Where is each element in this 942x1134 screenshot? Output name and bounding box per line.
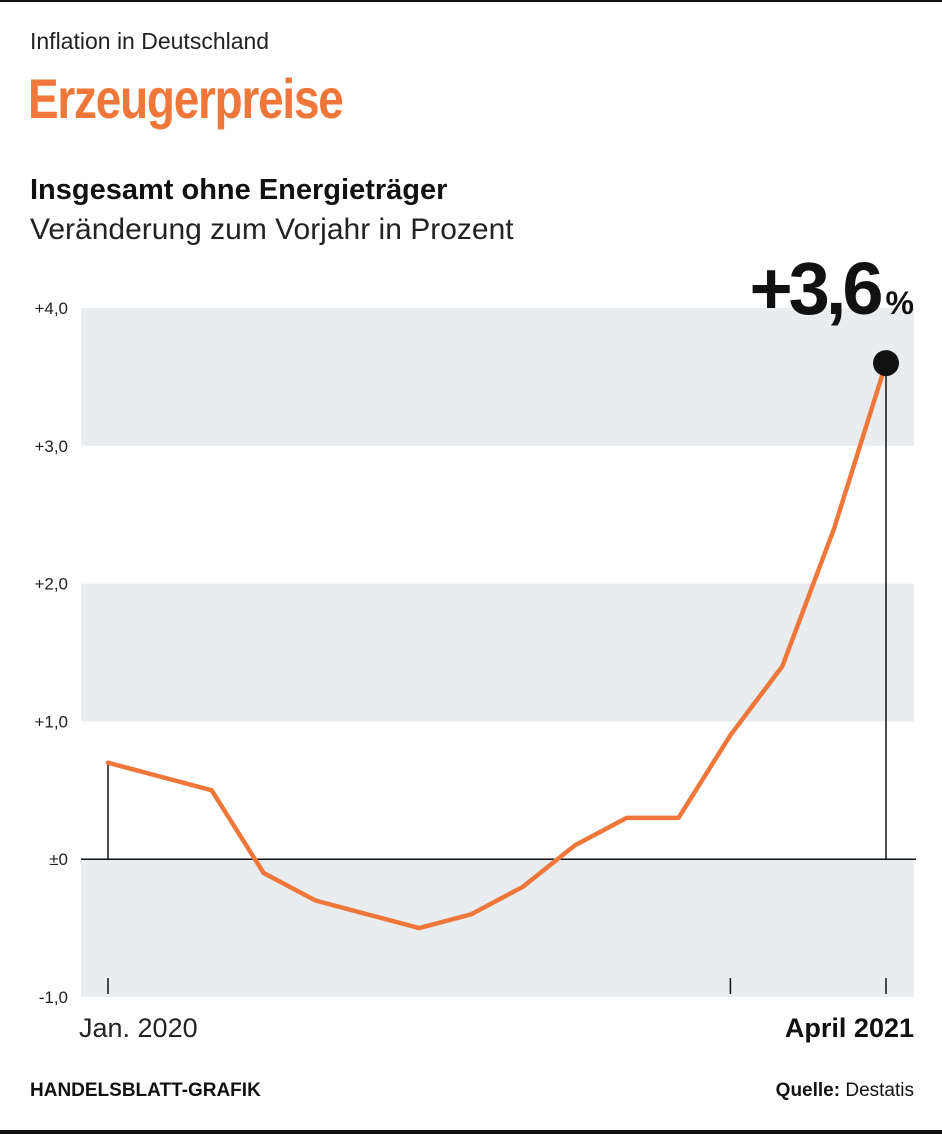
chart-unit-label: Veränderung zum Vorjahr in Prozent [30,213,514,246]
chart-subtitle: Insgesamt ohne Energieträger [30,174,448,206]
series-line [105,360,889,931]
chart-title: Erzeugerpreise [28,67,344,130]
source-note: Quelle: Destatis [776,1080,914,1102]
grid-band-1 [81,583,914,722]
end-point-marker [873,350,899,377]
data-point [832,526,837,531]
y-tick-label: -1,0 [39,988,68,1007]
end-value-callout: +3,6% [749,247,914,330]
source-name: Destatis [845,1080,914,1101]
source-label: Quelle: [775,1080,841,1101]
data-point [106,760,110,765]
data-point [624,815,629,820]
data-point [157,774,162,779]
y-tick-label: +2,0 [34,575,68,594]
data-point [728,733,733,738]
y-tick-label: +3,0 [34,437,68,456]
chart-series [105,350,899,931]
data-point [365,912,370,917]
chart-axes [81,363,916,994]
data-point [469,912,474,917]
chart-kicker: Inflation in Deutschland [30,28,270,54]
data-point [676,815,681,820]
data-point [780,664,785,669]
callout-value: +3,6 [749,247,881,330]
x-label-end: April 2021 [785,1013,914,1043]
chart-bands [81,308,914,997]
data-point [209,788,214,793]
y-tick-label: +4,0 [34,299,68,318]
y-tick-label: ±0 [49,850,68,869]
data-point [572,843,577,848]
grid-band-0 [81,308,914,446]
data-point [313,898,318,903]
callout-unit: % [886,285,914,321]
graphic-credit: HANDELSBLATT-GRAFIK [30,1080,261,1101]
chart-labels: +4,0 +3,0 +2,0 +1,0 ±0 -1,0 Jan. 2020 April 202… [34,299,914,1043]
top-rule [0,0,942,2]
data-point [261,870,266,875]
x-label-start: Jan. 2020 [79,1013,198,1043]
y-tick-label: +1,0 [34,712,68,731]
data-point [520,884,525,889]
data-point [417,926,422,931]
grid-band-2 [81,859,914,997]
bottom-rule [0,1130,942,1134]
chart-callout: +3,6% [749,247,914,330]
